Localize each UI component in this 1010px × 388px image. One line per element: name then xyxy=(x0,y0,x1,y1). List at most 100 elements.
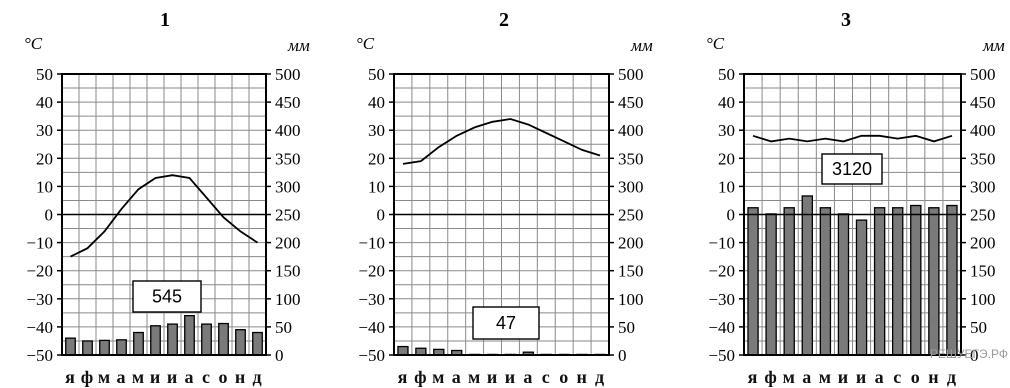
precip-tick-label: 0 xyxy=(618,346,627,365)
temp-tick-label: −50 xyxy=(358,346,385,365)
chart-title: 3 xyxy=(841,9,851,31)
temp-tick-label: −10 xyxy=(26,234,53,253)
temp-tick-label: −50 xyxy=(708,346,735,365)
precip-bar-3 xyxy=(99,339,110,356)
month-label: м xyxy=(432,367,445,387)
precip-bar-1 xyxy=(397,345,409,356)
precip-bar-11 xyxy=(235,329,246,356)
temperature-line xyxy=(402,118,601,165)
precip-bar-4 xyxy=(801,195,814,356)
precip-tick-label: 0 xyxy=(275,346,284,365)
temp-tick-label: 50 xyxy=(718,65,735,84)
precip-tick-label: 250 xyxy=(970,206,996,225)
precip-tick-label: 50 xyxy=(618,318,635,337)
precip-bar-1 xyxy=(65,337,76,356)
precip-bar-7 xyxy=(855,219,868,356)
climate-chart-1: 1°C мм50403020100−10−20−30−40−50500450400… xyxy=(24,9,310,387)
precip-tick-label: 150 xyxy=(970,262,996,281)
precip-tick-label: 300 xyxy=(970,177,996,196)
precip-tick-label: 450 xyxy=(970,93,996,112)
month-label: с xyxy=(893,367,902,387)
precip-tick-label: 100 xyxy=(970,290,996,309)
month-label: я xyxy=(398,367,409,387)
temperature-line xyxy=(70,174,258,258)
temp-tick-label: 30 xyxy=(36,121,53,140)
precip-tick-label: 400 xyxy=(618,121,644,140)
month-label: а xyxy=(875,367,885,387)
precip-bar-7 xyxy=(167,323,178,356)
month-label: д xyxy=(947,367,957,387)
precip-tick-label: 0 xyxy=(970,346,979,365)
precip-tick-label: 400 xyxy=(275,121,301,140)
month-label: ф xyxy=(81,367,94,387)
temp-unit-label: °C xyxy=(706,34,725,53)
month-label: о xyxy=(219,367,229,387)
precip-bar-4 xyxy=(116,339,127,356)
annual-precip-value: 3120 xyxy=(832,159,872,179)
precip-bar-9 xyxy=(201,323,212,356)
precip-tick-label: 500 xyxy=(275,65,301,84)
temp-tick-label: 30 xyxy=(718,121,735,140)
temp-tick-label: 0 xyxy=(727,206,736,225)
precip-bar-8 xyxy=(873,207,886,356)
temp-unit-label: °C xyxy=(356,34,375,53)
month-label: м xyxy=(819,367,832,387)
annual-precip-box xyxy=(821,153,883,185)
precip-tick-label: 150 xyxy=(275,262,301,281)
temp-tick-label: −40 xyxy=(26,318,53,337)
temp-tick-label: −20 xyxy=(708,262,735,281)
month-label: н xyxy=(576,367,587,387)
annual-precip-box xyxy=(472,306,540,340)
month-label: д xyxy=(595,367,605,387)
temp-tick-label: 10 xyxy=(36,177,53,196)
month-label: а xyxy=(117,367,127,387)
precip-tick-label: 50 xyxy=(970,318,987,337)
month-label: ф xyxy=(414,367,427,387)
temp-tick-label: 30 xyxy=(368,121,385,140)
month-label: я xyxy=(748,367,759,387)
annual-precip-value: 47 xyxy=(496,313,516,333)
month-label: о xyxy=(911,367,921,387)
temp-tick-label: 20 xyxy=(368,149,385,168)
watermark: РЕШУЕГЭ.РФ xyxy=(930,347,1008,361)
temp-tick-label: −30 xyxy=(26,290,53,309)
precip-unit-label: мм xyxy=(287,36,310,55)
temp-tick-label: −10 xyxy=(708,234,735,253)
precip-tick-label: 500 xyxy=(970,65,996,84)
climate-chart-3: 3°C мм50403020100−10−20−30−40−50500450400… xyxy=(706,9,1005,387)
month-label: м xyxy=(468,367,481,387)
precip-bar-12 xyxy=(252,331,263,356)
precip-tick-label: 500 xyxy=(618,65,644,84)
month-label: и xyxy=(487,367,498,387)
precip-bar-10 xyxy=(910,204,922,356)
precip-tick-label: 100 xyxy=(618,290,644,309)
chart-title: 1 xyxy=(160,9,170,31)
precip-bar-5 xyxy=(133,331,144,356)
chart-title: 2 xyxy=(499,9,509,31)
precip-tick-label: 150 xyxy=(618,262,644,281)
temp-tick-label: 50 xyxy=(368,65,385,84)
precip-bar-11 xyxy=(928,207,940,356)
month-label: а xyxy=(523,367,533,387)
precip-tick-label: 100 xyxy=(275,290,301,309)
precip-bar-6 xyxy=(837,213,850,356)
month-label: и xyxy=(838,367,849,387)
month-label: ф xyxy=(764,367,777,387)
month-label: м xyxy=(783,367,796,387)
month-label: а xyxy=(452,367,462,387)
month-label: н xyxy=(928,367,939,387)
month-label: а xyxy=(802,367,812,387)
temp-tick-label: 50 xyxy=(36,65,53,84)
month-label: я xyxy=(65,367,76,387)
month-label: о xyxy=(559,367,569,387)
precip-tick-label: 350 xyxy=(275,149,301,168)
precip-tick-label: 450 xyxy=(275,93,301,112)
temp-tick-label: 20 xyxy=(718,149,735,168)
temp-tick-label: −10 xyxy=(358,234,385,253)
temp-tick-label: 0 xyxy=(45,206,54,225)
precip-bar-1 xyxy=(747,207,759,356)
month-label: и xyxy=(167,367,178,387)
temp-tick-label: 40 xyxy=(368,93,385,112)
precip-bar-6 xyxy=(150,325,161,356)
precip-tick-label: 300 xyxy=(618,177,644,196)
